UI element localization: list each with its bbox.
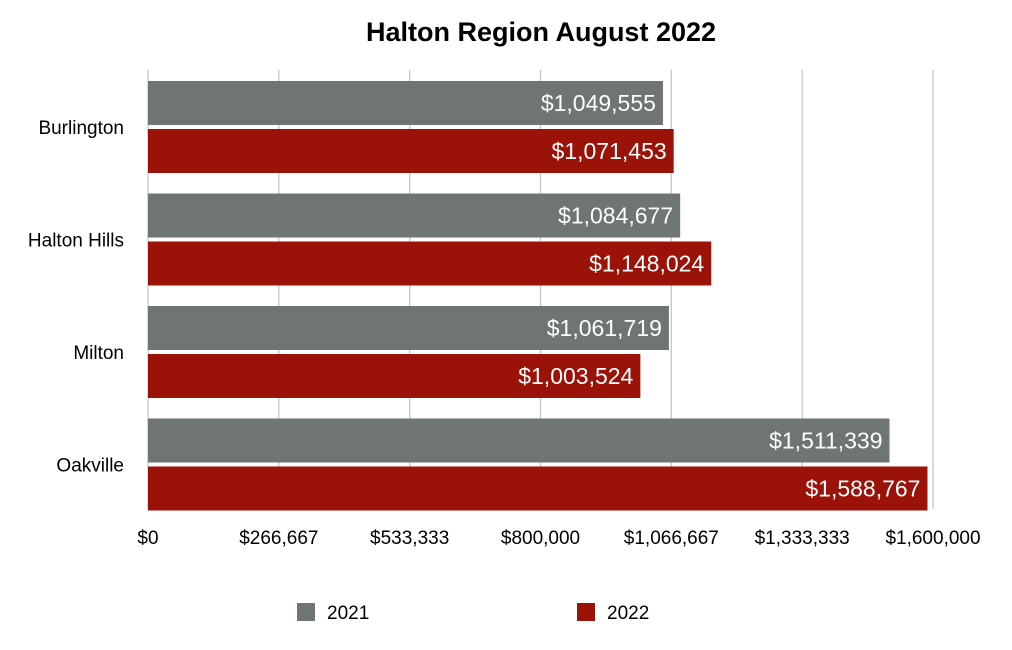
bar-2021 bbox=[148, 81, 663, 125]
data-labels: $1,049,555 $1,071,453 $1,084,677 $1,148,024… bbox=[518, 90, 920, 502]
bar-2022 bbox=[148, 466, 928, 511]
bar-2021 bbox=[148, 306, 669, 350]
data-label: $1,588,767 bbox=[805, 476, 920, 502]
bar-2021 bbox=[148, 418, 890, 463]
bar-2022 bbox=[148, 129, 674, 173]
data-label: $1,071,453 bbox=[552, 138, 667, 164]
bar-2022 bbox=[148, 354, 641, 398]
x-tick-labels: $0 $266,667 $533,333 $800,000 $1,066,667 $1,3… bbox=[137, 528, 980, 549]
bar-2021 bbox=[148, 193, 681, 238]
x-tick-label: $0 bbox=[137, 528, 158, 549]
x-tick-label: $266,667 bbox=[239, 528, 318, 549]
chart-title: Halton Region August 2022 bbox=[366, 17, 716, 47]
bar-2022 bbox=[148, 241, 712, 286]
legend-swatch-2022 bbox=[577, 603, 595, 621]
legend-label: 2022 bbox=[607, 603, 649, 624]
x-tick-label: $1,333,333 bbox=[755, 528, 850, 549]
x-tick-label: $533,333 bbox=[370, 528, 449, 549]
category-labels: Burlington Halton Hills Milton Oakville bbox=[28, 118, 124, 477]
data-label: $1,084,677 bbox=[558, 203, 673, 229]
legend-label: 2021 bbox=[327, 603, 369, 624]
x-tick-label: $1,066,667 bbox=[624, 528, 719, 549]
legend-swatch-2021 bbox=[297, 603, 315, 621]
category-label: Oakville bbox=[56, 456, 124, 477]
data-label: $1,061,719 bbox=[547, 315, 662, 341]
category-label: Halton Hills bbox=[28, 231, 124, 252]
bars bbox=[148, 81, 928, 511]
data-label: $1,511,339 bbox=[769, 428, 882, 454]
data-label: $1,003,524 bbox=[518, 363, 633, 389]
category-label: Milton bbox=[73, 343, 124, 364]
data-label: $1,049,555 bbox=[541, 90, 656, 116]
legend: 2021 2022 bbox=[297, 603, 649, 624]
data-label: $1,148,024 bbox=[589, 251, 704, 277]
x-tick-label: $1,600,000 bbox=[885, 528, 980, 549]
category-label: Burlington bbox=[38, 118, 124, 139]
x-tick-label: $800,000 bbox=[501, 528, 580, 549]
